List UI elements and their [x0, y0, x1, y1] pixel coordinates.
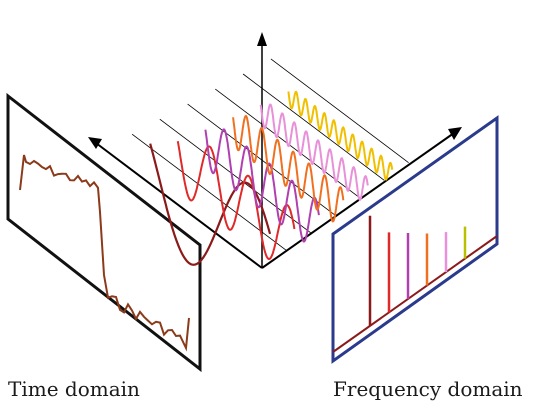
time-panel-frame	[6, 92, 202, 373]
sinusoid-wave	[149, 143, 272, 266]
time-signal-curve	[19, 154, 190, 352]
grid-line	[159, 118, 312, 234]
sinusoid-wave	[259, 103, 369, 201]
time-domain-panel	[6, 92, 202, 373]
sinusoid-components	[149, 90, 394, 266]
sinusoid-wave	[232, 114, 345, 223]
time-axis-arrowhead	[88, 137, 102, 149]
frequency-baseline	[332, 235, 498, 353]
grid-line	[270, 58, 409, 164]
frequency-axis-arrowhead	[448, 127, 462, 140]
frequency-domain-panel	[331, 115, 499, 364]
axes	[88, 32, 462, 269]
time-axis	[95, 142, 263, 269]
frequency-axis	[261, 132, 455, 269]
frequency-domain-caption: Frequency domain	[333, 377, 523, 401]
sinusoid-wave	[176, 141, 296, 260]
sinusoid-wave	[204, 128, 320, 243]
spectrum-spikes	[368, 215, 467, 326]
frequency-panel-frame	[331, 115, 499, 364]
grid-line	[242, 73, 385, 181]
time-domain-caption: Time domain	[8, 377, 140, 401]
vertical-axis-arrowhead	[257, 32, 267, 46]
sinusoid-wave	[287, 90, 394, 181]
